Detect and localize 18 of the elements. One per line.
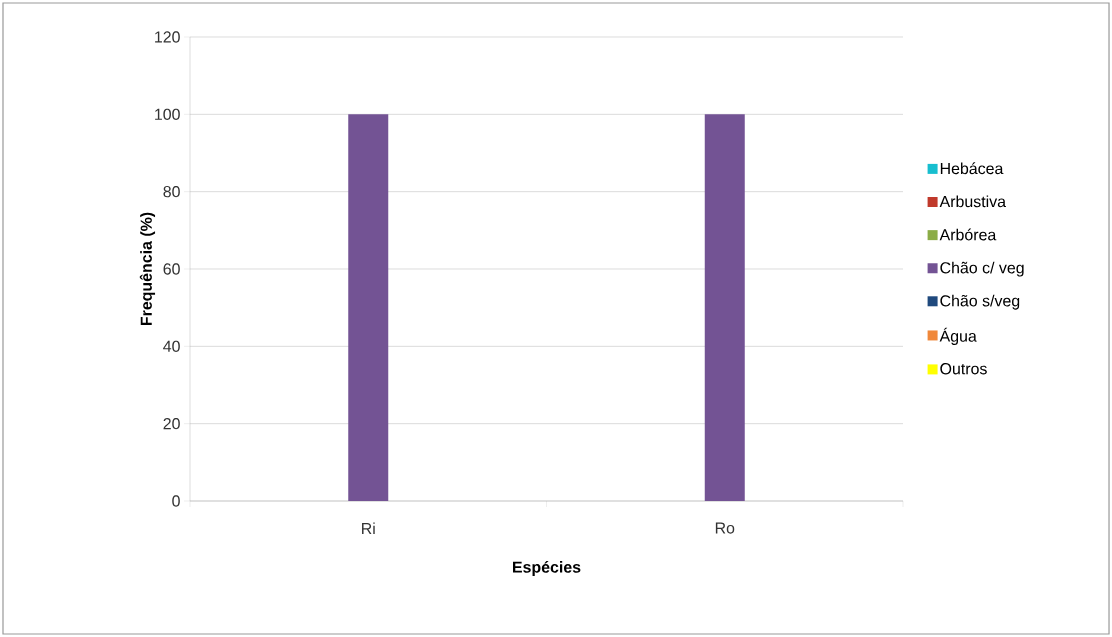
y-tick-label: 80 (163, 186, 180, 198)
legend-label: Hebácea (940, 162, 1004, 175)
legend-label: Chão s/veg (940, 294, 1020, 310)
y-tick-label: 0 (172, 495, 180, 507)
x-axis-title: Espécies (513, 560, 581, 576)
y-tick-label: 120 (155, 31, 180, 43)
legend-label: Arbórea (939, 228, 997, 241)
x-tick-label: Ro (715, 522, 735, 534)
y-axis-title: Frequência (%) (139, 212, 156, 326)
x-tick-label: Ri (362, 522, 375, 535)
y-tick-label: 60 (163, 263, 180, 275)
legend-label: Arbustiva (939, 195, 1007, 208)
legend-label: Outros (940, 363, 987, 375)
y-tick-label: 20 (163, 418, 180, 430)
y-tick-label: 100 (155, 108, 180, 120)
legend-label: Água (939, 327, 977, 345)
y-tick-label: 40 (163, 340, 180, 352)
legend-label: Chão c/ veg (940, 261, 1024, 277)
